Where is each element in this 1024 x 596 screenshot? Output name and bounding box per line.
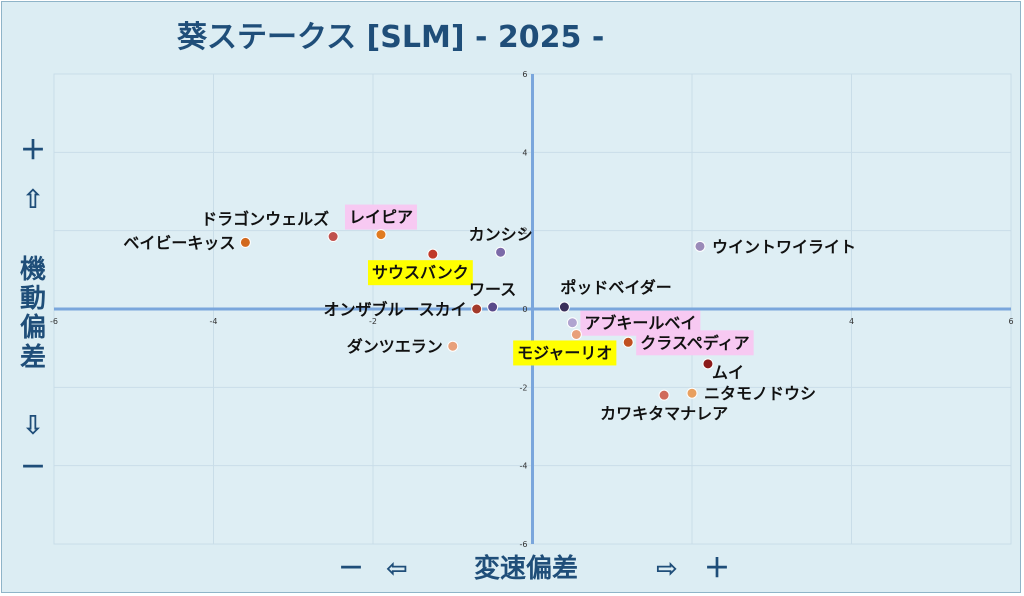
point-label: サウスバンク [372, 263, 469, 282]
left-arrow-icon: ⇦ [386, 554, 408, 584]
label-highlights [344, 204, 754, 366]
right-arrow-icon: ⇨ [656, 554, 678, 584]
point-label: ウイントワイライト [712, 237, 856, 256]
chart-title: 葵ステークス [SLM] - 2025 - [177, 20, 604, 55]
point-label: ドラゴンウェルズ [201, 210, 329, 229]
x-tick-label: -6 [50, 317, 58, 326]
data-point [427, 248, 439, 260]
data-point [471, 303, 483, 315]
data-point [702, 358, 714, 370]
x-tick-label: 6 [1008, 317, 1013, 326]
point-label: ベイビーキッス [123, 233, 235, 252]
y-axis-title-char-4: 差 [20, 342, 46, 373]
x-tick-label: -4 [210, 317, 218, 326]
point-label: ニタモノドウシ [704, 384, 816, 403]
axes [54, 74, 1011, 544]
up-arrow-icon: ⇧ [22, 185, 44, 215]
x-axis-title: 変速偏差 [474, 553, 578, 584]
data-point [495, 246, 507, 258]
data-point [447, 340, 459, 352]
data-point [570, 328, 582, 340]
point-label: ダンツエラン [347, 337, 443, 356]
x-plus-sign: ＋ [704, 554, 730, 584]
x-minus-sign: － [338, 554, 364, 584]
point-labels: ベイビーキッス ドラゴンウェルズ レイピアサウスバンクカンシシワースオンザブルースカ… [123, 208, 856, 424]
point-label: ムイ [712, 363, 744, 382]
y-axis-title-char-3: 偏 [20, 312, 46, 343]
data-point [658, 389, 670, 401]
data-point [239, 236, 251, 248]
y-tick-label: 4 [522, 148, 527, 157]
data-point [375, 229, 387, 241]
point-label: オンザブルースカイ [323, 300, 466, 319]
data-points [239, 229, 714, 401]
point-label: カンシシ [469, 225, 533, 244]
point-label: レイピア [349, 208, 413, 227]
down-arrow-icon: ⇩ [22, 411, 44, 441]
y-axis-title-char-1: 機 [20, 255, 46, 285]
x-tick-label: 4 [849, 317, 854, 326]
y-minus-sign: － [20, 453, 46, 483]
y-tick-label: 2 [522, 227, 527, 236]
label-highlight-box [513, 340, 617, 366]
point-label: クラスペディア [640, 333, 749, 352]
y-tick-label: 0 [522, 305, 527, 314]
y-tick-label: 6 [522, 70, 527, 79]
x-tick-label: -2 [369, 317, 377, 326]
point-label: ポッドベイダー [560, 278, 671, 297]
y-axis-title-char-2: 動 [20, 284, 46, 314]
point-label: カワキタマナレア [600, 404, 728, 423]
point-label: アブキールベイ [584, 314, 696, 333]
data-point [694, 240, 706, 252]
point-label: ワース [469, 280, 516, 299]
y-tick-label: -6 [520, 540, 528, 549]
data-point [686, 387, 698, 399]
label-highlight-box [636, 330, 754, 356]
data-point [622, 336, 634, 348]
y-tick-label: -2 [520, 383, 528, 392]
point-label: モジャーリオ [517, 343, 612, 362]
data-point [558, 301, 570, 313]
y-tick-label: -4 [520, 462, 528, 471]
data-point [487, 301, 499, 313]
y-plus-sign: ＋ [20, 136, 46, 166]
label-highlight-box [368, 260, 473, 286]
data-point [566, 317, 578, 329]
label-highlight-box [344, 204, 417, 230]
data-point [327, 231, 339, 243]
